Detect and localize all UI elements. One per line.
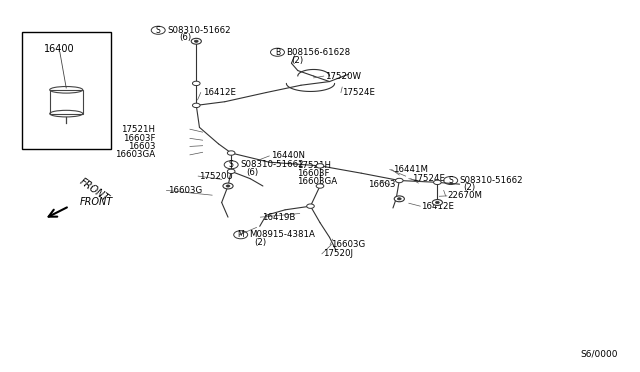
- Circle shape: [227, 151, 235, 155]
- Text: FRONT: FRONT: [77, 176, 111, 203]
- Text: 17520J: 17520J: [323, 249, 353, 258]
- Circle shape: [316, 184, 324, 188]
- Text: 16603F: 16603F: [296, 169, 329, 179]
- Text: (2): (2): [291, 56, 303, 65]
- Text: M08915-4381A: M08915-4381A: [250, 230, 316, 239]
- Text: B08156-61628: B08156-61628: [286, 48, 351, 57]
- Circle shape: [396, 178, 403, 183]
- Text: 16603GA: 16603GA: [115, 150, 155, 159]
- Circle shape: [307, 204, 314, 208]
- Text: 16400: 16400: [44, 44, 75, 54]
- Circle shape: [394, 196, 404, 202]
- Text: S6/0000: S6/0000: [580, 349, 618, 358]
- Text: S08310-51662: S08310-51662: [460, 176, 524, 185]
- Text: 17524E: 17524E: [412, 174, 445, 183]
- Text: S08310-51662: S08310-51662: [240, 160, 304, 169]
- Circle shape: [223, 183, 233, 189]
- Text: 22670M: 22670M: [447, 192, 482, 201]
- Text: 16412E: 16412E: [422, 202, 454, 211]
- Text: 16603: 16603: [367, 180, 395, 189]
- Circle shape: [435, 201, 439, 203]
- Text: 16603GA: 16603GA: [296, 177, 337, 186]
- Text: 17520W: 17520W: [325, 71, 361, 81]
- Text: (2): (2): [255, 238, 267, 247]
- Circle shape: [193, 81, 200, 86]
- Text: B: B: [275, 48, 280, 57]
- Circle shape: [227, 169, 235, 174]
- Text: 17524E: 17524E: [342, 88, 375, 97]
- Circle shape: [193, 103, 200, 108]
- Bar: [50, 90, 83, 113]
- Text: FRONT: FRONT: [80, 198, 113, 208]
- Circle shape: [191, 38, 202, 44]
- Text: (6): (6): [246, 168, 258, 177]
- Circle shape: [195, 40, 198, 42]
- Text: 16603: 16603: [127, 142, 155, 151]
- Text: 16603G: 16603G: [332, 240, 365, 249]
- Text: 16441M: 16441M: [393, 165, 428, 174]
- Text: 17520U: 17520U: [200, 171, 234, 181]
- Text: 16603G: 16603G: [168, 186, 202, 195]
- Circle shape: [433, 180, 441, 185]
- Circle shape: [316, 164, 324, 168]
- Text: S: S: [229, 160, 234, 169]
- Text: 17521H: 17521H: [296, 161, 330, 170]
- Circle shape: [397, 198, 401, 200]
- Circle shape: [433, 200, 441, 205]
- Text: S: S: [449, 176, 453, 185]
- Bar: [22, 32, 111, 149]
- Text: M: M: [237, 230, 244, 239]
- Text: 16419B: 16419B: [262, 213, 295, 222]
- Text: 16412E: 16412E: [203, 88, 236, 97]
- Text: S08310-51662: S08310-51662: [167, 26, 231, 35]
- Circle shape: [193, 39, 200, 44]
- Text: S: S: [156, 26, 161, 35]
- Text: 16440N: 16440N: [271, 151, 305, 160]
- Circle shape: [432, 199, 442, 205]
- Circle shape: [396, 197, 403, 201]
- Text: 17521H: 17521H: [121, 125, 155, 134]
- Circle shape: [226, 185, 230, 187]
- Text: (6): (6): [179, 33, 191, 42]
- Text: (2): (2): [463, 183, 476, 192]
- Text: 16603F: 16603F: [122, 134, 155, 143]
